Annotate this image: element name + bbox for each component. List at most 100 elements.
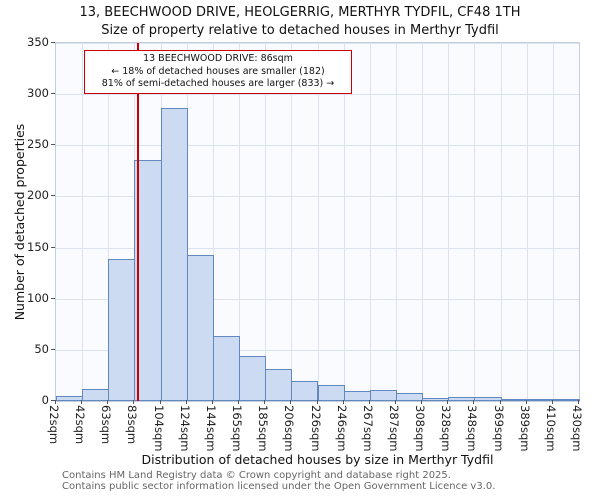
x-tick-label: 410sqm <box>543 405 558 452</box>
histogram-bar <box>265 369 293 401</box>
x-tick-mark <box>185 400 187 404</box>
v-gridline <box>448 43 450 401</box>
histogram-bar <box>317 384 345 401</box>
histogram-bar <box>291 380 319 401</box>
x-tick-label: 267sqm <box>360 405 375 452</box>
chart-subtitle: Size of property relative to detached ho… <box>101 23 499 38</box>
histogram-bar <box>186 254 214 401</box>
v-gridline <box>422 43 424 401</box>
y-tick-mark <box>51 400 55 401</box>
histogram-bar <box>239 356 267 401</box>
v-gridline <box>291 43 293 401</box>
x-tick-mark <box>578 400 579 404</box>
histogram-bar <box>160 108 188 401</box>
x-tick-mark <box>473 400 475 404</box>
v-gridline <box>474 43 476 401</box>
annotation-line-1: 13 BEECHWOOD DRIVE: 86sqm <box>143 53 293 64</box>
y-tick-label: 50 <box>34 341 49 356</box>
y-tick-label: 100 <box>27 290 49 305</box>
x-tick-mark <box>368 400 370 404</box>
v-gridline <box>317 43 319 401</box>
x-tick-label: 42sqm <box>73 405 88 445</box>
x-tick-label: 63sqm <box>99 405 114 445</box>
x-tick-mark <box>159 400 161 404</box>
histogram-bar <box>500 398 528 401</box>
v-gridline <box>82 43 84 401</box>
v-gridline <box>526 43 528 401</box>
y-tick-label: 150 <box>27 239 49 254</box>
y-tick-mark <box>51 144 55 146</box>
annotation-line-2: ← 18% of detached houses are smaller (18… <box>111 65 325 77</box>
x-tick-mark <box>551 400 553 404</box>
x-tick-label: 104sqm <box>151 405 166 452</box>
x-tick-mark <box>211 400 213 404</box>
x-tick-mark <box>394 400 396 404</box>
histogram-bar <box>369 389 397 401</box>
x-tick-mark <box>238 400 240 404</box>
x-tick-mark <box>525 400 527 404</box>
histogram-bar <box>526 399 554 401</box>
x-tick-mark <box>316 400 318 404</box>
x-tick-label: 124sqm <box>177 405 192 452</box>
x-tick-mark <box>447 400 449 404</box>
x-tick-label: 328sqm <box>439 405 454 452</box>
x-tick-label: 308sqm <box>413 405 428 452</box>
y-tick-label: 300 <box>27 86 49 101</box>
marker-line <box>137 43 140 401</box>
y-tick-mark <box>51 348 55 350</box>
x-tick-mark <box>342 400 344 404</box>
x-axis-label: Distribution of detached houses by size … <box>141 452 494 467</box>
x-tick-mark <box>55 400 56 404</box>
x-tick-label: 206sqm <box>282 405 297 452</box>
footer-line-2: Contains public sector information licen… <box>62 481 496 492</box>
x-tick-label: 430sqm <box>570 405 584 452</box>
histogram-bar <box>474 396 502 401</box>
chart-title: 13, BEECHWOOD DRIVE, HEOLGERRIG, MERTHYR… <box>79 5 521 20</box>
x-tick-label: 185sqm <box>256 405 271 452</box>
x-tick-label: 22sqm <box>47 405 61 445</box>
x-tick-label: 226sqm <box>308 405 323 452</box>
v-gridline <box>500 43 502 401</box>
plot-area: 13 BEECHWOOD DRIVE: 86sqm ← 18% of detac… <box>55 42 580 402</box>
x-tick-label: 287sqm <box>386 405 401 452</box>
y-tick-mark <box>51 93 55 95</box>
x-tick-mark <box>499 400 501 404</box>
y-tick-label: 350 <box>27 35 49 49</box>
x-tick-mark <box>421 400 423 404</box>
v-gridline <box>265 43 267 401</box>
x-tick-mark <box>107 400 109 404</box>
histogram-bar <box>552 398 580 401</box>
annotation-line-3: 81% of semi-detached houses are larger (… <box>101 78 335 89</box>
x-tick-mark <box>81 400 83 404</box>
x-tick-mark <box>264 400 266 404</box>
footer-line-1: Contains HM Land Registry data © Crown c… <box>62 470 451 481</box>
x-tick-label: 348sqm <box>465 405 480 452</box>
x-tick-label: 144sqm <box>203 405 218 452</box>
v-gridline <box>369 43 371 401</box>
histogram-bar <box>212 335 241 401</box>
x-tick-mark <box>290 400 292 404</box>
x-tick-label: 389sqm <box>517 405 532 452</box>
y-tick-mark <box>51 297 55 299</box>
histogram-bar <box>108 258 136 401</box>
y-tick-mark <box>51 246 55 248</box>
annotation-box: 13 BEECHWOOD DRIVE: 86sqm ← 18% of detac… <box>84 50 352 94</box>
histogram-bar <box>422 397 450 401</box>
v-gridline <box>395 43 397 401</box>
v-gridline <box>552 43 554 401</box>
v-gridline <box>212 43 214 401</box>
x-tick-label: 83sqm <box>125 405 140 445</box>
y-tick-mark <box>51 195 55 197</box>
x-tick-mark <box>133 400 135 404</box>
y-tick-label: 250 <box>27 137 49 152</box>
v-gridline <box>343 43 345 401</box>
x-tick-label: 246sqm <box>334 405 349 452</box>
histogram-bar <box>343 390 371 401</box>
y-tick-mark <box>51 42 55 43</box>
v-gridline <box>239 43 241 401</box>
x-tick-label: 369sqm <box>491 405 506 452</box>
y-tick-label: 0 <box>41 393 49 407</box>
histogram-bar <box>448 396 476 401</box>
histogram-bar <box>395 392 424 401</box>
